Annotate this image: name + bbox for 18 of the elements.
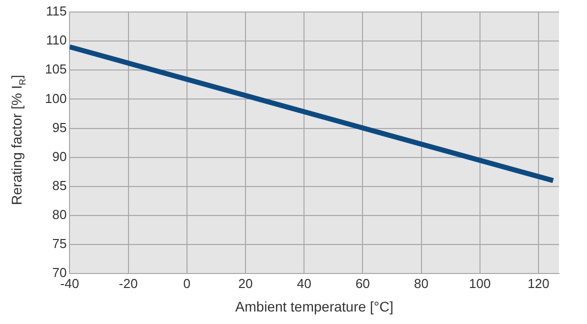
x-tick-label: 20 [238, 276, 253, 291]
y-tick-label: 100 [44, 90, 67, 106]
x-tick-label: -20 [118, 276, 138, 291]
x-tick-label: 40 [296, 276, 312, 291]
y-tick-label: 80 [52, 207, 67, 222]
y-tick-label: 95 [52, 120, 67, 135]
y-tick-label: 115 [46, 4, 67, 19]
y-tick-label: 90 [52, 148, 67, 164]
x-axis-title: Ambient temperature [°C] [235, 298, 394, 314]
x-tick-label: 100 [469, 276, 491, 291]
y-tick-label: 105 [44, 62, 67, 77]
y-tick-label: 75 [52, 236, 67, 252]
y-tick-label: 110 [46, 32, 67, 48]
x-tick-label: 60 [355, 276, 370, 291]
y-tick-label: 85 [52, 178, 67, 193]
x-tick-label: 120 [528, 276, 550, 291]
x-tick-label: 80 [414, 276, 429, 291]
x-tick-label: 0 [183, 276, 191, 291]
